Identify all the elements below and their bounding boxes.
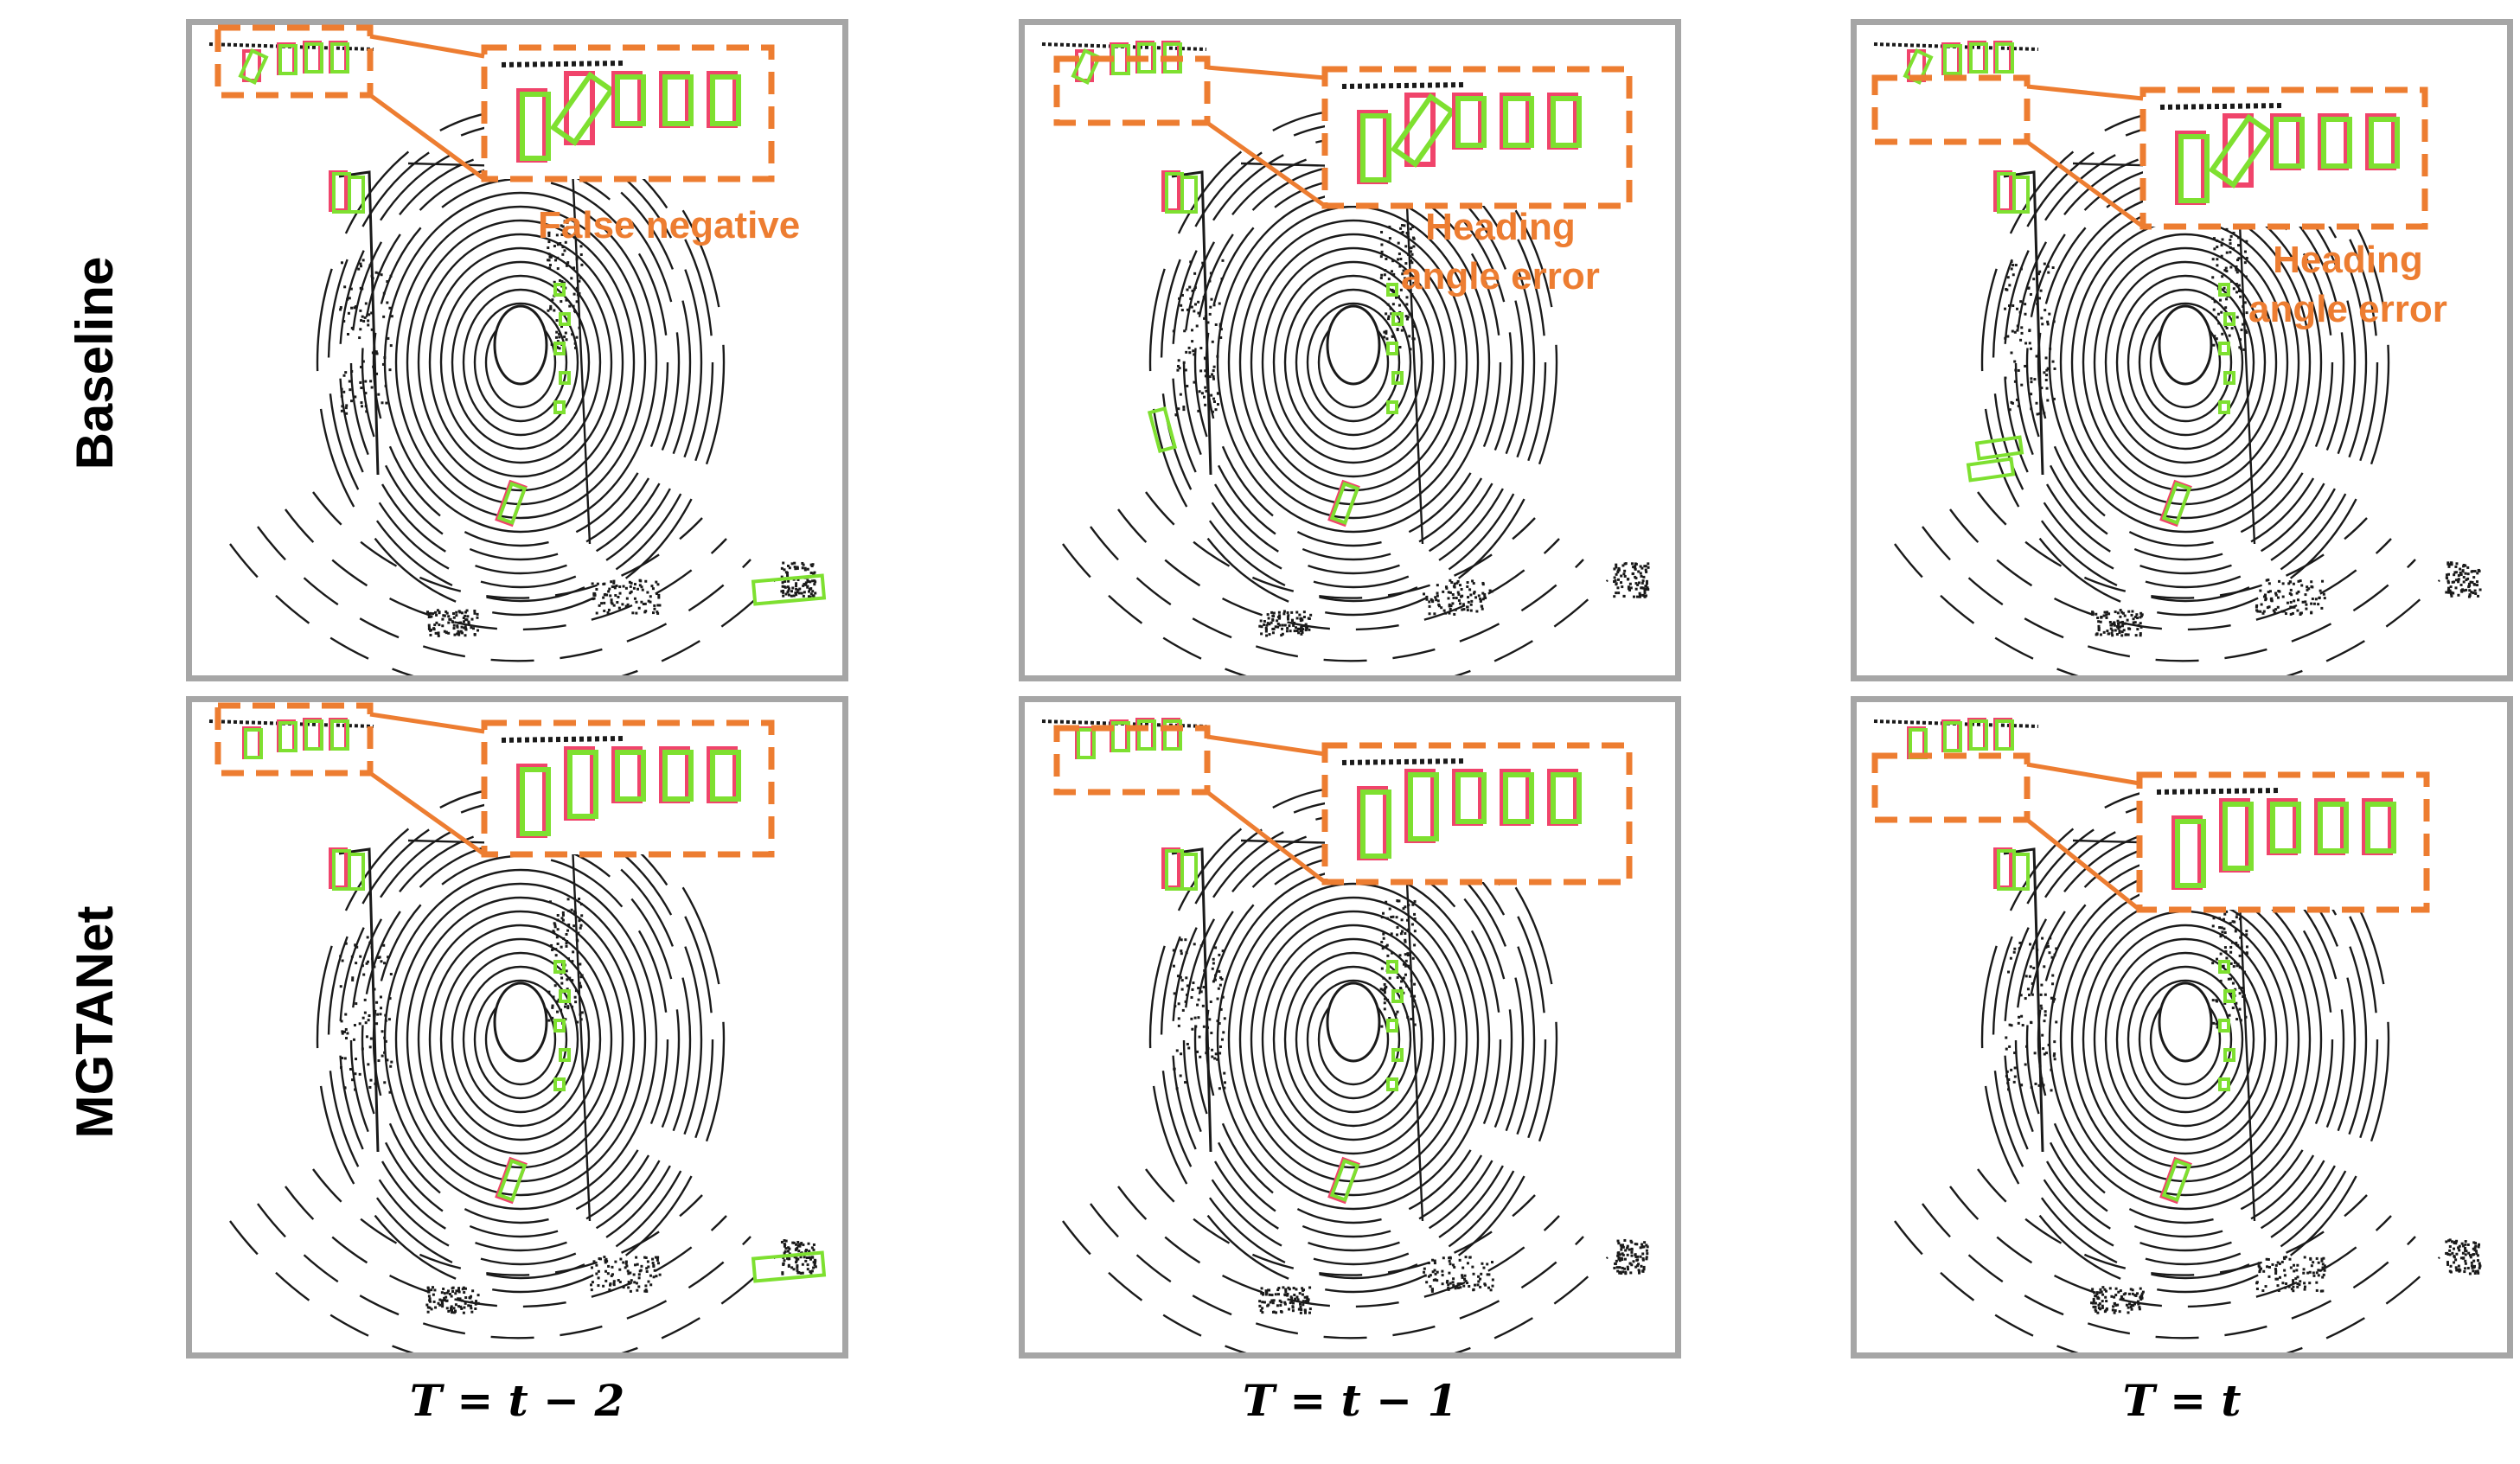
annotation-heading-angle-error-2: Heading angle error <box>2248 235 2447 334</box>
annotation-heading-angle-error-1: Heading angle error <box>1401 202 1600 301</box>
panel-mgtanet-t <box>1851 696 2513 1359</box>
annotation-heading-2-line2: angle error <box>2248 288 2447 331</box>
annotation-heading-1-line2: angle error <box>1401 255 1600 298</box>
panel-baseline-t-minus-2 <box>186 19 848 681</box>
row-label-mgtanet: MGTANet <box>66 905 124 1139</box>
lidar-scene <box>1873 718 2482 1352</box>
row-label-baseline: Baseline <box>66 256 124 470</box>
lidar-scene <box>1041 718 1649 1352</box>
panel-baseline-t-minus-1 <box>1019 19 1681 681</box>
panel-mgtanet-t-minus-2 <box>186 696 848 1359</box>
panel-mgtanet-t-minus-1 <box>1019 696 1681 1359</box>
panel-baseline-t <box>1851 19 2513 681</box>
column-label-t-minus-2: T = t − 2 <box>409 1375 625 1426</box>
annotation-false-negative: False negative <box>538 204 801 246</box>
lidar-scene <box>1041 41 1650 675</box>
annotation-heading-1-line1: Heading <box>1425 206 1576 248</box>
lidar-scene <box>208 41 827 675</box>
annotation-heading-2-line1: Heading <box>2273 239 2423 281</box>
lidar-scene <box>1873 41 2482 675</box>
column-label-t: T = t <box>2122 1375 2242 1426</box>
column-label-t-minus-1: T = t − 1 <box>1242 1375 1458 1426</box>
lidar-scene <box>208 718 827 1352</box>
